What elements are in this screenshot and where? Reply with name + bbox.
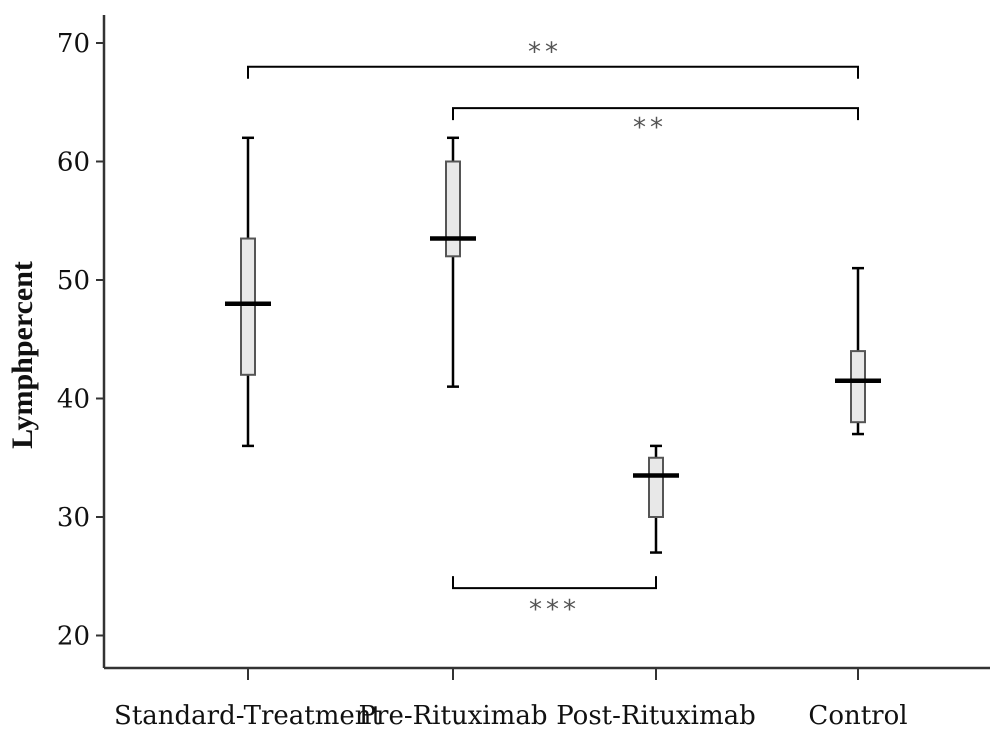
y-tick-label: 60 xyxy=(57,148,90,178)
box-3 xyxy=(633,444,679,554)
bracket-line xyxy=(247,65,859,79)
y-axis-label: Lymphpercent xyxy=(6,261,39,449)
y-tick-label: 50 xyxy=(57,266,90,296)
significance-label: *** xyxy=(529,595,580,625)
significance-label: ** xyxy=(528,38,562,68)
significance-label: ** xyxy=(633,113,667,143)
y-tick-label: 30 xyxy=(57,503,90,533)
bracket-line xyxy=(452,107,859,121)
iqr-box xyxy=(648,456,664,518)
significance-bracket-1: ** xyxy=(247,38,859,79)
iqr-box xyxy=(240,237,256,376)
significance-bracket-3: *** xyxy=(452,576,657,625)
box-1 xyxy=(225,136,271,448)
x-category-label: Standard-Treatment xyxy=(114,701,382,731)
axes xyxy=(102,15,990,670)
box-2 xyxy=(430,136,476,388)
x-category-label: Control xyxy=(808,701,907,731)
significance-bracket-2: ** xyxy=(452,107,859,143)
iqr-box xyxy=(445,160,461,258)
y-tick-label: 20 xyxy=(57,622,90,652)
x-category-label: Pre-Rituximab xyxy=(359,701,548,731)
boxes xyxy=(225,136,881,554)
bracket-line xyxy=(452,576,657,590)
x-category-label: Post-Rituximab xyxy=(556,701,756,731)
y-tick-label: 40 xyxy=(57,385,90,415)
iqr-box xyxy=(850,350,866,424)
y-tick-label: 70 xyxy=(57,29,90,59)
y-ticks: 20 30 40 50 60 70 Standard-TreatmentPre-Rituxi… xyxy=(57,29,908,731)
significance-brackets: ******* xyxy=(247,38,859,625)
box-4 xyxy=(835,266,881,436)
